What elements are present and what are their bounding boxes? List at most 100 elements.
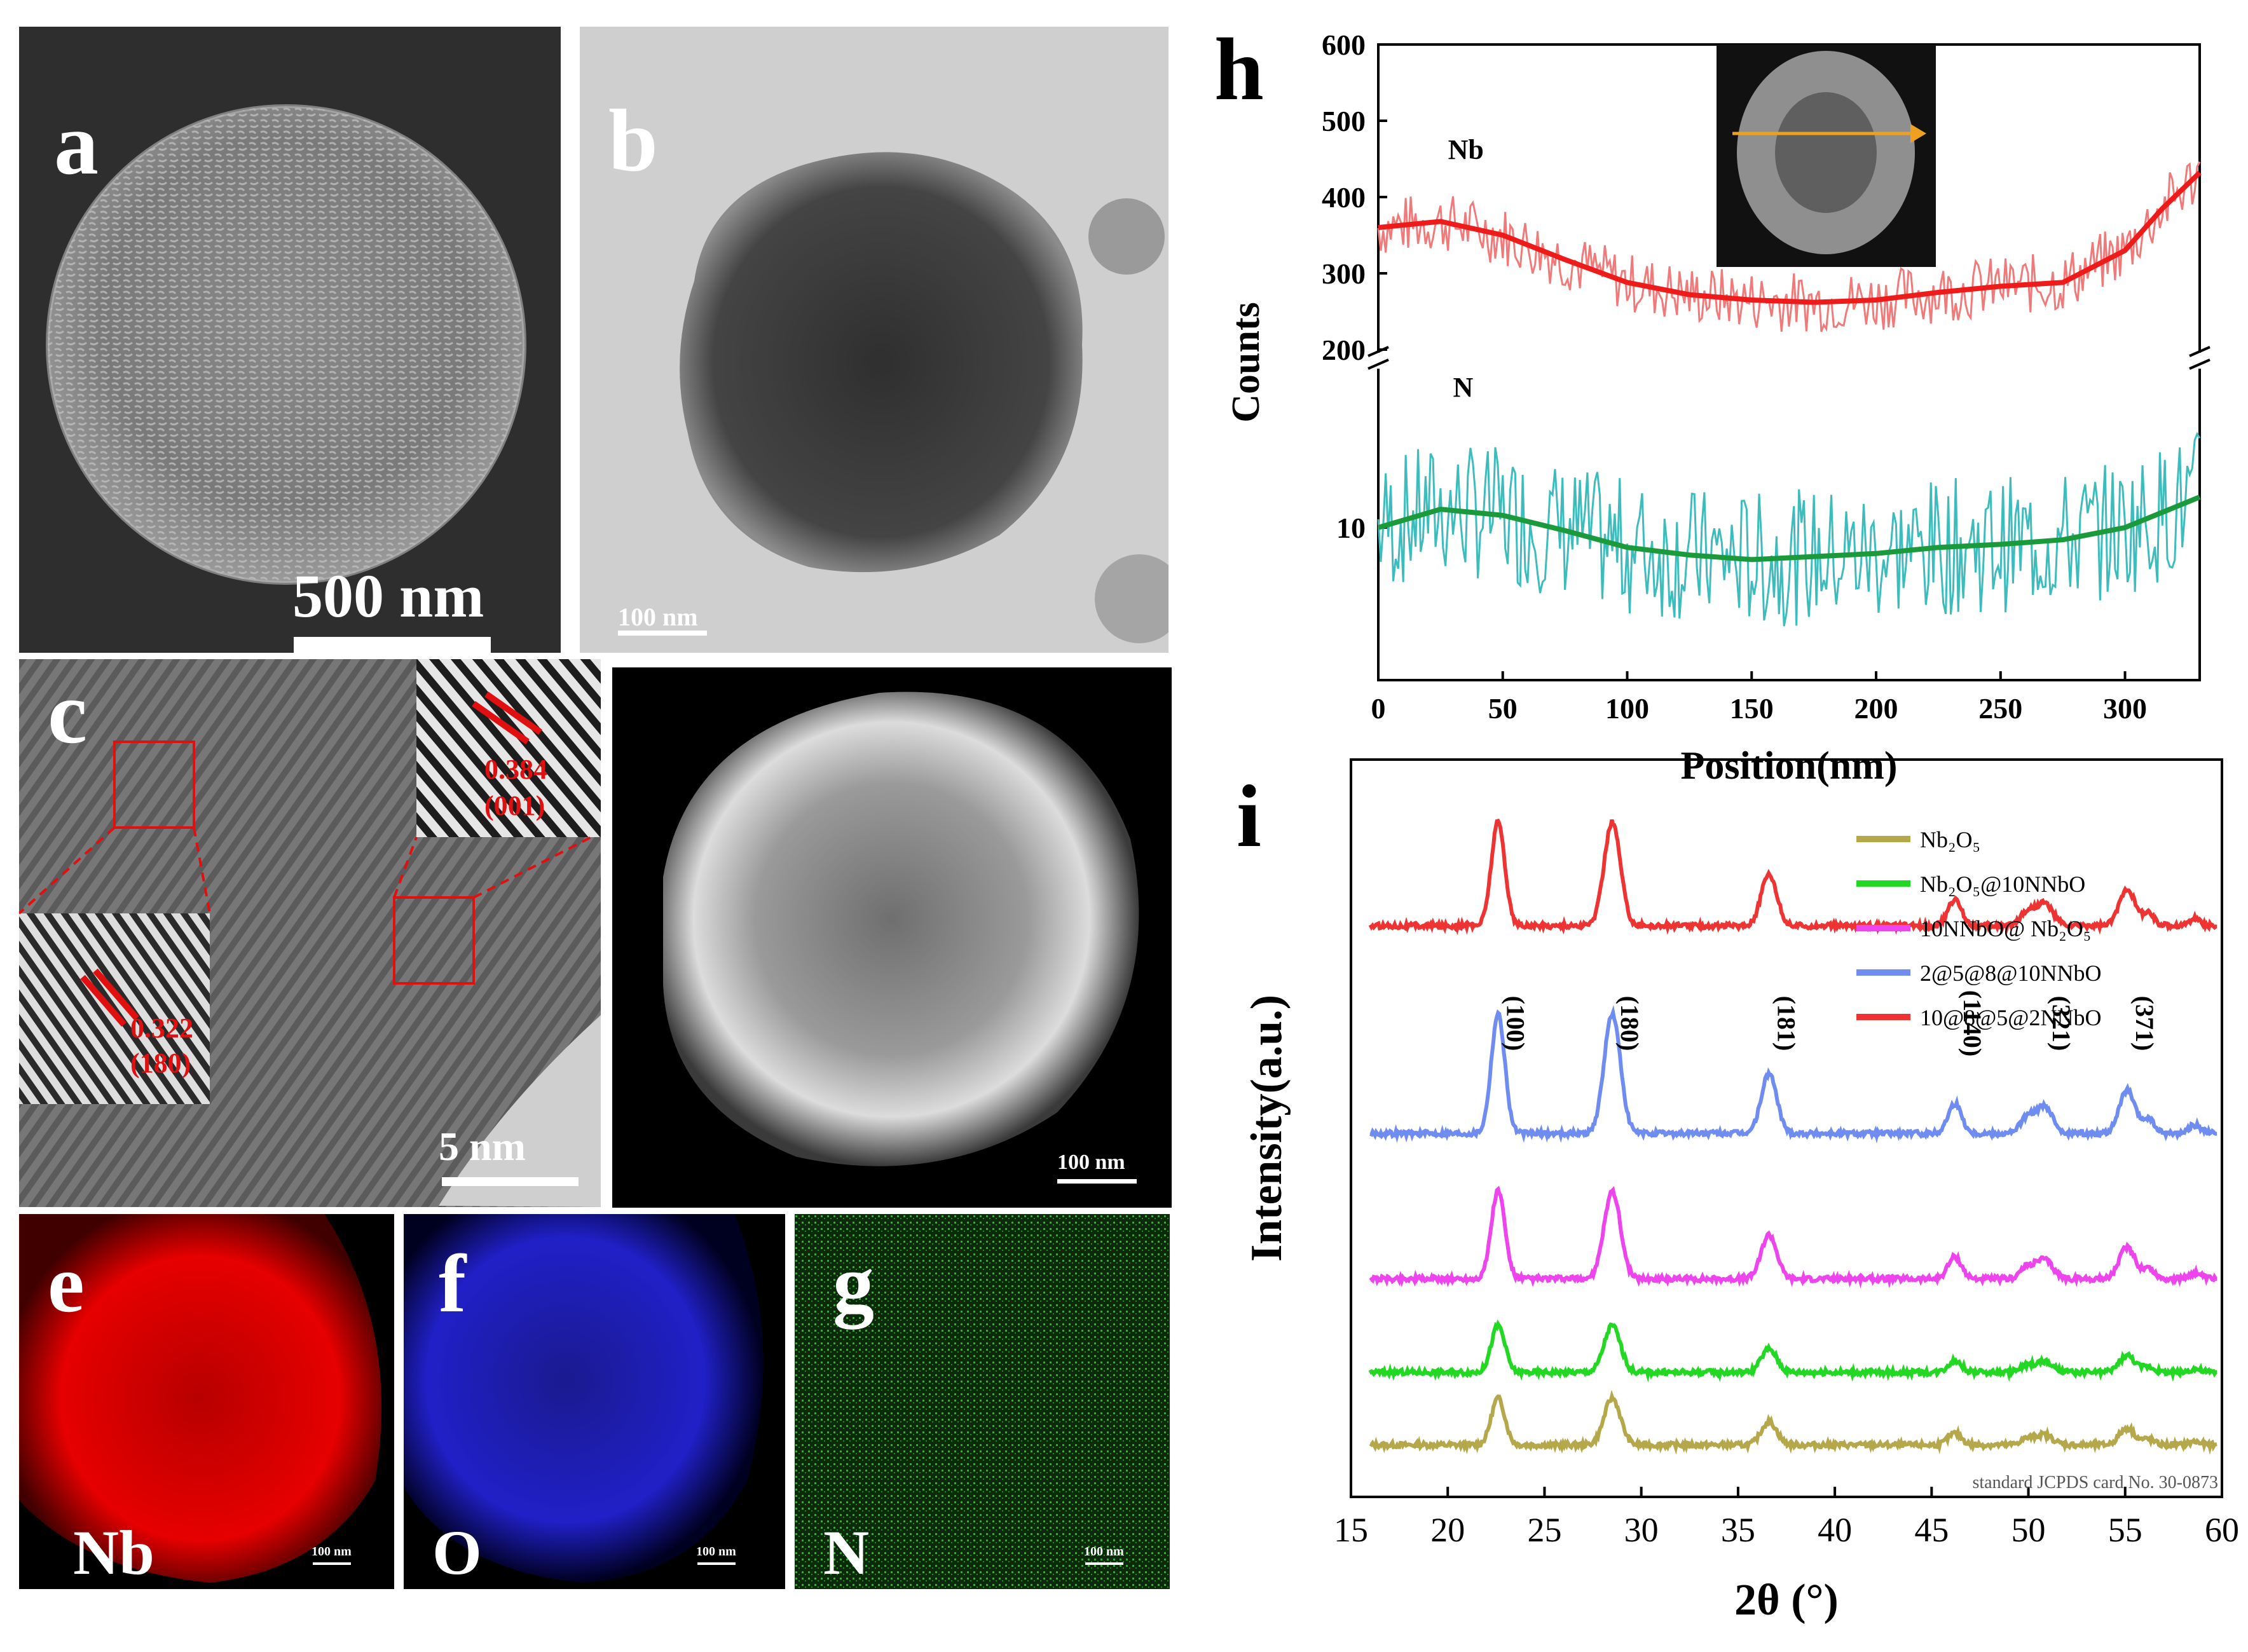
scale-bar-label: 100 nm	[696, 1545, 736, 1559]
x-tick-label: 40	[1818, 1511, 1852, 1549]
legend-label: 2@5@8@10NNbO	[1920, 960, 2101, 986]
y-tick-label: 500	[1322, 105, 1366, 137]
panel-label-d: d	[631, 688, 681, 786]
legend-label: Nb₂O₅@10NNbO	[1920, 871, 2085, 897]
nb-raw-line	[1377, 161, 2201, 332]
panel-b-tem-image: b 100 nm	[580, 27, 1169, 653]
x-tick-label: 60	[2205, 1511, 2239, 1549]
panel-f-o-map: f O 100 nm	[404, 1214, 785, 1589]
x-tick-label: 250	[1978, 692, 2022, 725]
x-tick-label: 50	[2012, 1511, 2046, 1549]
xrd-chart: 15 20 25 30 35 40 45 50 55 60 2θ (°) Intensity(a.u.…	[1242, 758, 2239, 1625]
d-spacing-upper-value: 0.384	[484, 754, 547, 785]
peak-label: (371)	[2130, 996, 2159, 1051]
series-label-n: N	[1453, 372, 1473, 403]
panel-label-b: b	[608, 92, 658, 190]
scale-bar	[313, 1562, 351, 1565]
axis-break-mark	[1367, 358, 1389, 370]
reference-note: standard JCPDS card No. 30-0873	[1972, 1473, 2218, 1492]
stem-graphic	[612, 667, 1172, 1208]
n-map-graphic	[795, 1214, 1170, 1589]
scale-bar-label: 100 nm	[1057, 1150, 1125, 1174]
panel-c-hrtem-image: c 0.322 (180) 0.384 (001) 5 nm	[19, 659, 601, 1207]
x-tick-label: 50	[1488, 692, 1518, 725]
peak-label: (1140)	[1958, 990, 1987, 1056]
x-tick-label: 150	[1730, 692, 1774, 725]
peak-label: (100)	[1501, 996, 1530, 1051]
scale-bar	[697, 1562, 736, 1565]
x-tick-label: 300	[2103, 692, 2147, 725]
scale-bar-label: 100 nm	[618, 603, 698, 631]
series-line-0	[1369, 1389, 2217, 1455]
panel-a-sem-image: a 500 nm	[19, 27, 561, 653]
x-tick-label: 55	[2108, 1511, 2142, 1549]
scale-bar-label: 5 nm	[439, 1124, 526, 1169]
x-axis-label: Position(nm)	[1681, 744, 1898, 788]
panel-label-e: e	[48, 1238, 85, 1330]
series-line-2	[1369, 1185, 2217, 1289]
inset-upper-fft	[416, 659, 601, 837]
y-tick-label: 200	[1322, 334, 1366, 366]
panel-label-a: a	[54, 95, 99, 193]
n-raw-line	[1377, 432, 2201, 627]
scale-bar-label: 100 nm	[312, 1545, 352, 1559]
d-spacing-lower-plane: (180)	[130, 1048, 191, 1079]
scale-bar	[294, 637, 491, 653]
x-axis-label: 2θ (°)	[1734, 1576, 1839, 1625]
axis-break-mark	[2189, 346, 2210, 357]
panel-d-stem-image: d 100 nm	[612, 667, 1172, 1208]
panel-g-n-map: g N 100 nm	[795, 1214, 1170, 1589]
element-label-o: O	[432, 1517, 482, 1588]
x-tick-label: 0	[1371, 692, 1386, 725]
legend-label: 10NNbO@ Nb₂O₅	[1920, 916, 2091, 941]
y-tick-label: 10	[1336, 512, 1366, 544]
scale-bar	[1085, 1562, 1123, 1565]
series-line-1	[1368, 1319, 2217, 1382]
series-line-3	[1369, 1005, 2217, 1143]
x-tick-label: 20	[1430, 1511, 1465, 1549]
inset-lower-fft	[19, 913, 210, 1104]
element-label-n: N	[823, 1517, 870, 1588]
nb-fit-line	[1378, 170, 2202, 305]
d-spacing-upper-plane: (001)	[484, 790, 545, 821]
scale-bar	[1057, 1179, 1137, 1184]
peak-label: (181)	[1772, 996, 1801, 1051]
x-tick-label: 30	[1624, 1511, 1659, 1549]
x-tick-label: 100	[1605, 692, 1649, 725]
scale-bar	[618, 631, 707, 636]
plot-frame	[1350, 758, 2223, 1498]
legend-label: 10@8@5@2NNbO	[1920, 1005, 2101, 1030]
peak-label: (180)	[1615, 996, 1644, 1051]
x-tick-label: 200	[1854, 692, 1898, 725]
y-tick-label: 400	[1322, 181, 1366, 214]
d-spacing-lower-value: 0.322	[130, 1013, 193, 1044]
panel-label-g: g	[833, 1238, 874, 1330]
scale-bar-label: 500 nm	[292, 562, 484, 630]
element-label-nb: Nb	[73, 1517, 154, 1588]
x-tick-label: 45	[1914, 1511, 1949, 1549]
stem-inset-core	[1775, 92, 1877, 213]
nb-map-graphic	[19, 1214, 381, 1583]
series-line-4	[1368, 818, 2217, 936]
panel-e-nb-map: e Nb 100 nm	[19, 1214, 394, 1589]
panel-label-h: h	[1214, 20, 1264, 119]
panel-label-f: f	[439, 1238, 467, 1330]
x-tick-label: 35	[1721, 1511, 1755, 1549]
legend-label: Nb₂O₅	[1920, 827, 1980, 852]
y-axis-label: Intensity(a.u.)	[1242, 995, 1291, 1262]
n-fit-line	[1377, 495, 2201, 563]
tem-sphere-graphic	[580, 27, 1169, 653]
line-scan-arrowhead	[1910, 124, 1926, 143]
scale-bar	[442, 1177, 579, 1186]
series-label-nb: Nb	[1448, 134, 1484, 165]
y-axis-label: Counts	[1224, 302, 1268, 423]
scale-bar-label: 100 nm	[1084, 1545, 1124, 1559]
panel-label-c: c	[48, 664, 88, 762]
y-tick-label: 300	[1322, 257, 1366, 290]
y-tick-label: 600	[1322, 29, 1366, 61]
x-tick-label: 15	[1334, 1511, 1368, 1549]
x-tick-label: 25	[1527, 1511, 1561, 1549]
axis-break-mark	[2189, 358, 2210, 370]
panel-label-i: i	[1237, 767, 1261, 866]
